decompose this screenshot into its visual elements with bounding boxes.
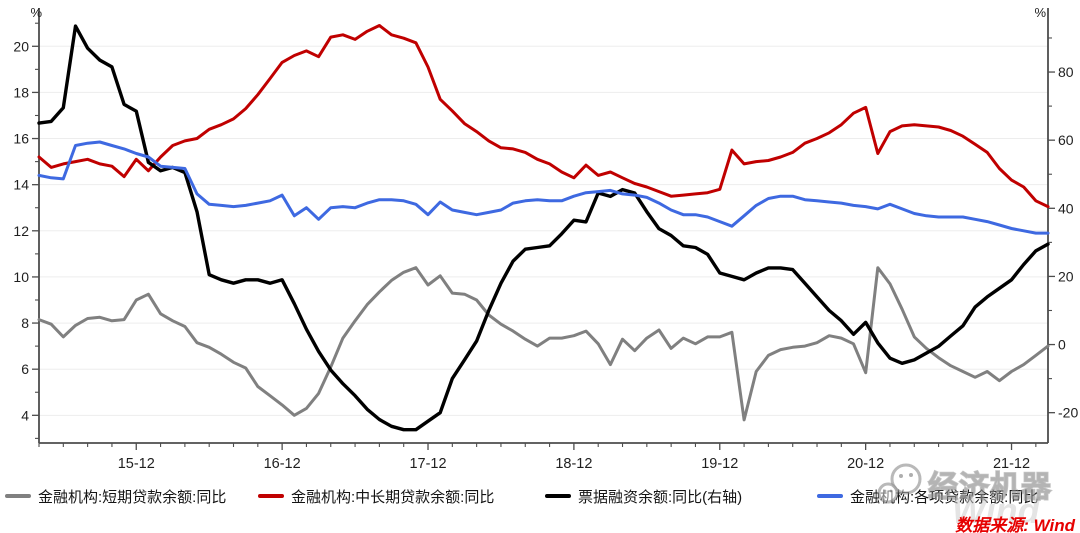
- series-line-0: [37, 266, 1050, 422]
- axis-tick-label: 40: [1058, 200, 1074, 216]
- legend-item-all-loans: 金融机构:各项贷款余额:同比: [817, 486, 1038, 506]
- axis-tick-label: 21-12: [993, 456, 1030, 472]
- legend-label-all-loans: 金融机构:各项贷款余额:同比: [850, 488, 1039, 506]
- legend-label-medium-long-term-loans: 金融机构:中长期贷款余额:同比: [291, 488, 495, 506]
- legend-item-short-term-loans: 金融机构:短期贷款余额:同比: [5, 486, 226, 506]
- axis-tick-label: 0: [1058, 337, 1066, 353]
- axis-tick-label: 20-12: [847, 456, 884, 472]
- legend-item-bill-financing: 票据融资余额:同比(右轴): [545, 486, 742, 506]
- axes-frame: [38, 8, 1049, 444]
- axis-tick-label: 17-12: [409, 456, 446, 472]
- series-line-1: [37, 24, 1050, 209]
- axis-tick-label: 18: [13, 84, 29, 100]
- axis-tick-label: 16: [13, 131, 29, 147]
- axis-tick-label: 12: [13, 223, 29, 239]
- legend-label-bill-financing: 票据融资余额:同比(右轴): [578, 488, 743, 506]
- axis-tick-label: -20: [1058, 405, 1078, 421]
- x-axis: 15-12 16-12 17-12 18-12 19-12 20-12 21-12: [38, 443, 1037, 472]
- axis-tick-label: 15-12: [118, 456, 155, 472]
- gridlines: [39, 45, 1048, 416]
- data-source-label: 数据来源: Wind: [955, 516, 1075, 533]
- series-line-3: [37, 140, 1050, 235]
- axis-tick-label: 20: [13, 38, 29, 54]
- axis-tick-label: 19-12: [701, 456, 738, 472]
- legend-marker-gray: [5, 494, 31, 498]
- legend-item-medium-long-term-loans: 金融机构:中长期贷款余额:同比: [258, 486, 494, 506]
- axis-tick-label: 60: [1058, 132, 1074, 148]
- axis-tick-label: 10: [13, 269, 29, 285]
- legend-marker-red: [258, 494, 284, 498]
- legend-label-short-term-loans: 金融机构:短期贷款余额:同比: [38, 488, 227, 506]
- axis-tick-label: 4: [21, 407, 29, 423]
- legend-marker-black: [545, 494, 571, 498]
- axis-tick-label: 18-12: [555, 456, 592, 472]
- axis-tick-label: 16-12: [264, 456, 301, 472]
- axis-tick-label: 80: [1058, 64, 1074, 80]
- y-axis-right: -20 0 20 40 60 80%: [1034, 5, 1078, 421]
- axis-tick-label: %: [30, 5, 42, 20]
- axis-tick-label: 8: [21, 315, 29, 331]
- y-axis-left: 4 6 8 10 12 14 16 18 20%: [13, 5, 42, 439]
- axis-tick-label: %: [1034, 5, 1046, 20]
- axis-tick-label: 6: [21, 361, 29, 377]
- axis-tick-label: 14: [13, 177, 29, 193]
- series-line-2: [37, 24, 1050, 432]
- axis-tick-label: 20: [1058, 268, 1074, 284]
- legend-marker-blue: [817, 494, 843, 498]
